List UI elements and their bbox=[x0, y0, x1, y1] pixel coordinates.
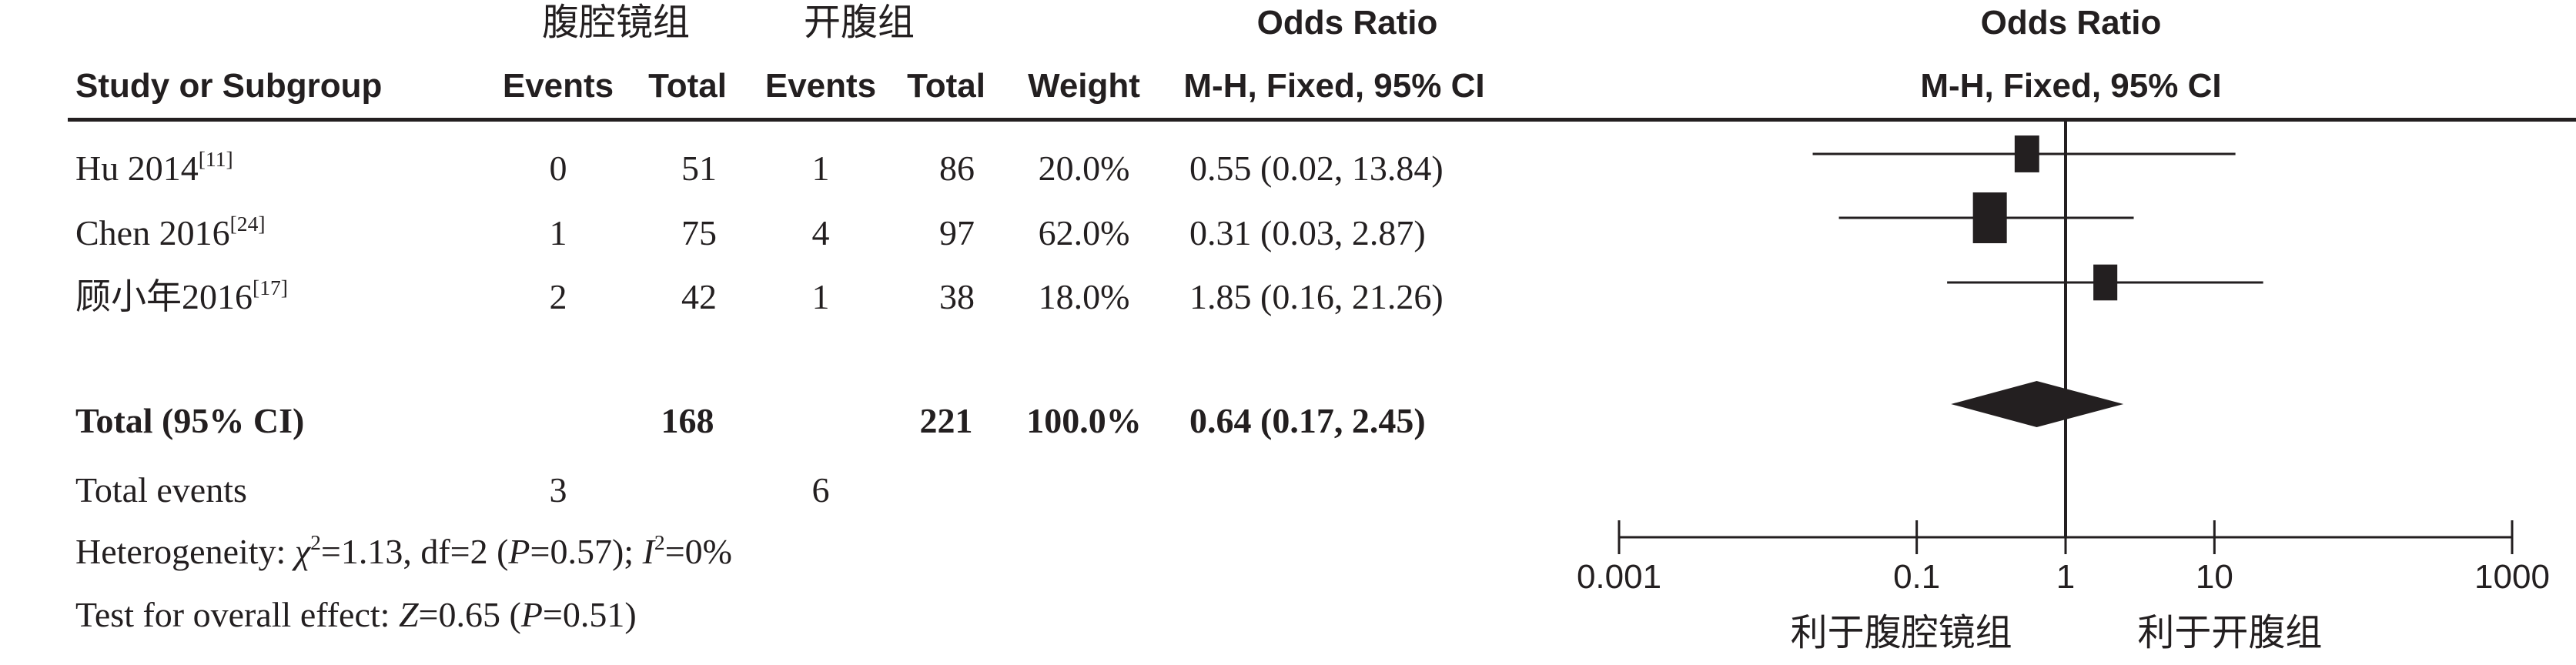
favours-right-label: 利于开腹组 bbox=[2137, 611, 2322, 654]
heterogeneity-text: Heterogeneity: χ2=1.13, df=2 (P=0.57); I… bbox=[75, 530, 732, 571]
total1-sum: 168 bbox=[661, 401, 714, 440]
total2-header: Total bbox=[907, 67, 985, 105]
study-name: Chen 2016[24] bbox=[75, 212, 266, 252]
point-estimate-square bbox=[2093, 264, 2118, 301]
ci-cell: 0.31 (0.03, 2.87) bbox=[1189, 213, 1426, 252]
point-estimate-square bbox=[2014, 135, 2039, 172]
x-tick-label: 1 bbox=[2056, 558, 2075, 596]
total1-cell: 75 bbox=[681, 213, 717, 252]
x-tick-label: 0.001 bbox=[1577, 558, 1661, 596]
x-tick-label: 1000 bbox=[2474, 558, 2550, 596]
weight-cell: 20.0% bbox=[1038, 149, 1130, 188]
events1-cell: 1 bbox=[549, 213, 567, 252]
total2-cell: 97 bbox=[939, 213, 975, 252]
ci-cell: 1.85 (0.16, 21.26) bbox=[1189, 277, 1444, 316]
total-events1: 3 bbox=[549, 470, 567, 510]
total-events2: 6 bbox=[811, 470, 830, 510]
total1-cell: 51 bbox=[681, 149, 717, 188]
events2-cell: 4 bbox=[811, 213, 830, 252]
study-name: Hu 2014[11] bbox=[75, 147, 233, 188]
total1-cell: 42 bbox=[681, 277, 717, 316]
weight-header: Weight bbox=[1028, 67, 1140, 105]
x-tick-label: 0.1 bbox=[1893, 558, 1940, 596]
study-column-header: Study or Subgroup bbox=[75, 67, 383, 105]
weight-cell: 62.0% bbox=[1038, 213, 1130, 252]
odds-ratio-plot-header: Odds Ratio bbox=[1980, 4, 2162, 42]
total-weight: 100.0% bbox=[1026, 401, 1142, 440]
total-events-label: Total events bbox=[75, 470, 247, 510]
ci-cell: 0.55 (0.02, 13.84) bbox=[1189, 149, 1444, 188]
group2-header: 开腹组 bbox=[803, 2, 915, 43]
total2-cell: 86 bbox=[939, 149, 975, 188]
method-plot-header: M-H, Fixed, 95% CI bbox=[1920, 67, 2222, 105]
point-estimate-square bbox=[1972, 192, 2007, 243]
study-name: 顾小年2016[17] bbox=[75, 276, 288, 316]
events2-cell: 1 bbox=[811, 149, 830, 188]
total-label: Total (95% CI) bbox=[75, 401, 305, 440]
total2-cell: 38 bbox=[939, 277, 975, 316]
events2-cell: 1 bbox=[811, 277, 830, 316]
pooled-diamond bbox=[1951, 381, 2124, 427]
total1-header: Total bbox=[648, 67, 727, 105]
header-rule bbox=[68, 118, 2576, 122]
odds-ratio-header: Odds Ratio bbox=[1256, 4, 1438, 42]
total2-sum: 221 bbox=[919, 401, 973, 440]
overall-effect-text: Test for overall effect: Z=0.65 (P=0.51) bbox=[75, 595, 637, 634]
events1-cell: 2 bbox=[549, 277, 567, 316]
method-header: M-H, Fixed, 95% CI bbox=[1183, 67, 1485, 105]
total-ci: 0.64 (0.17, 2.45) bbox=[1189, 401, 1426, 440]
weight-cell: 18.0% bbox=[1038, 277, 1130, 316]
events1-cell: 0 bbox=[549, 149, 567, 188]
events1-header: Events bbox=[502, 67, 614, 105]
favours-left-label: 利于腹腔镜组 bbox=[1791, 611, 2012, 654]
x-tick-label: 10 bbox=[2196, 558, 2233, 596]
group1-header: 腹腔镜组 bbox=[541, 2, 691, 43]
events2-header: Events bbox=[764, 67, 877, 105]
